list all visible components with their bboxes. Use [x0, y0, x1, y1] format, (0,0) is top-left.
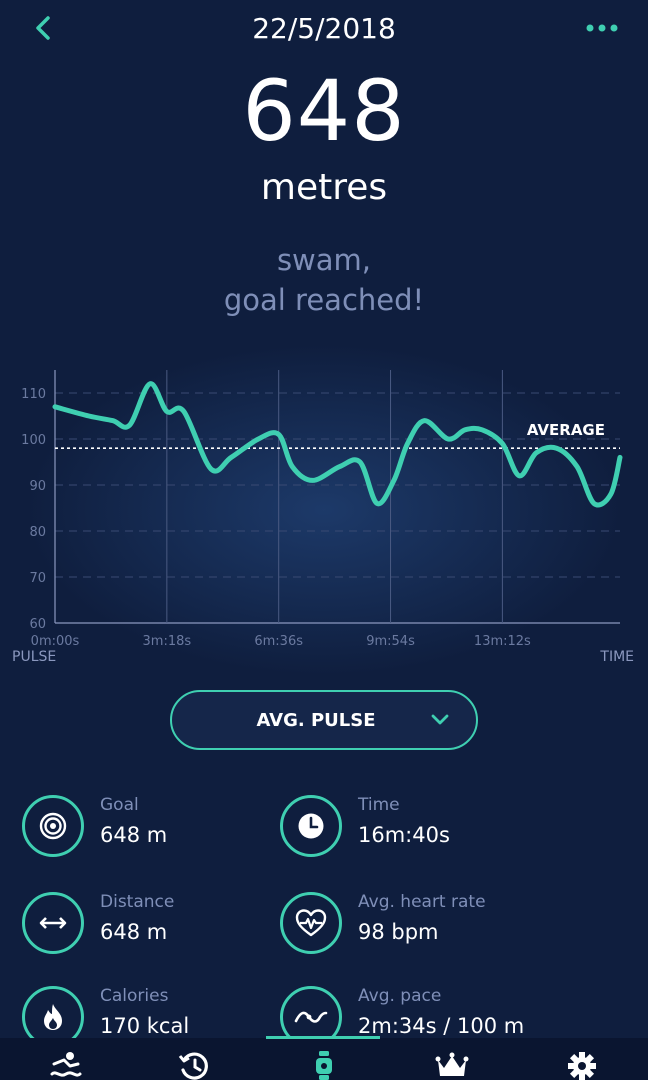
settings-icon[interactable] [564, 1050, 600, 1080]
back-icon[interactable] [30, 14, 58, 42]
distance-unit: metres [260, 167, 388, 208]
x-tick-label: 9m:54s [366, 634, 415, 649]
stat-label: Time [358, 795, 400, 815]
active-tab-indicator [266, 1036, 380, 1039]
stat-label: Goal [100, 795, 139, 815]
x-tick-label: 6m:36s [254, 634, 303, 649]
x-tick-label: 0m:00s [31, 634, 80, 649]
distance-value: 648 [242, 62, 406, 160]
session-date: 22/5/2018 [252, 12, 396, 45]
stat-label: Distance [100, 892, 175, 912]
stat-time-badge [280, 795, 342, 857]
flame-icon [44, 1004, 62, 1030]
stat-label: Avg. pace [358, 986, 442, 1006]
result-message-line-1: swam, [276, 243, 372, 277]
x-tick-label: 3m:18s [143, 634, 192, 649]
pace-wave-icon [294, 1011, 328, 1023]
y-tick-label: 110 [21, 387, 46, 402]
stat-value: 16m:40s [358, 823, 450, 847]
stat-distance-badge [22, 892, 84, 954]
result-message-line-2: goal reached! [223, 283, 425, 317]
y-tick-label: 90 [29, 479, 46, 494]
x-tick-label: 13m:12s [474, 634, 531, 649]
device-icon[interactable] [306, 1050, 342, 1080]
clock-icon [298, 813, 324, 839]
y-axis-title: PULSE [12, 649, 56, 665]
stat-value: 648 m [100, 823, 168, 847]
stat-goal: Goal 648 m [22, 795, 322, 875]
stat-value: 98 bpm [358, 920, 439, 944]
y-tick-label: 70 [29, 571, 46, 586]
history-icon[interactable] [176, 1050, 212, 1080]
stat-value: 2m:34s / 100 m [358, 1014, 525, 1038]
stat-heart-rate: Avg. heart rate 98 bpm [280, 892, 580, 972]
stat-label: Calories [100, 986, 169, 1006]
pulse-series-line [52, 381, 623, 508]
average-label: AVERAGE [527, 421, 605, 439]
y-tick-label: 60 [29, 617, 46, 632]
stat-goal-badge [22, 795, 84, 857]
top-bar: 22/5/2018 [0, 0, 648, 60]
heart-rate-icon [295, 909, 327, 937]
distance-arrows-icon [39, 917, 67, 929]
result-message: swam, goal reached! [0, 240, 648, 320]
pulse-chart: 60 70 80 90 100 110 0m:00s 3m:18s 6m:36s 9m:54s 13… [12, 370, 634, 665]
y-tick-label: 100 [21, 433, 46, 448]
chevron-down-icon [431, 714, 449, 725]
x-axis-title: TIME [599, 649, 634, 665]
stat-value: 648 m [100, 920, 168, 944]
stat-value: 170 kcal [100, 1014, 190, 1038]
metric-selector-dropdown[interactable]: AVG. PULSE [170, 690, 478, 750]
stat-distance: Distance 648 m [22, 892, 322, 972]
more-options-icon[interactable] [584, 18, 620, 38]
stat-time: Time 16m:40s [280, 795, 580, 875]
stat-calories: Calories 170 kcal [22, 986, 322, 1066]
stat-heart-rate-badge [280, 892, 342, 954]
y-tick-label: 80 [29, 525, 46, 540]
metric-selector-label: AVG. PULSE [256, 710, 376, 731]
crown-icon[interactable] [434, 1050, 470, 1080]
target-icon [39, 812, 67, 840]
activity-icon[interactable] [48, 1050, 84, 1080]
stat-label: Avg. heart rate [358, 892, 486, 912]
